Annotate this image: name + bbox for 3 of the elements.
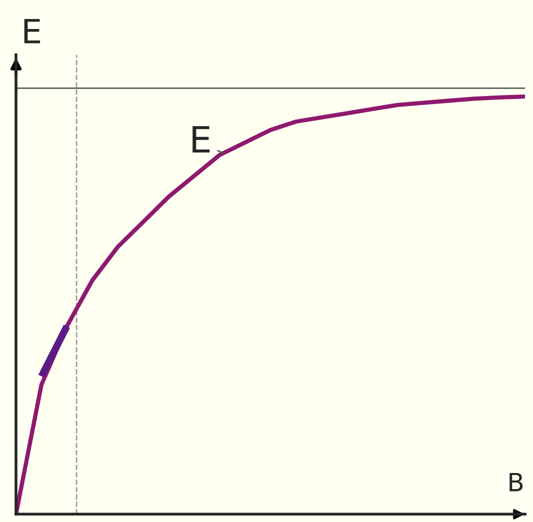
annotation: E [192, 126, 210, 152]
y-axis-title: E [24, 18, 40, 44]
x-axis-title: B [510, 472, 523, 492]
